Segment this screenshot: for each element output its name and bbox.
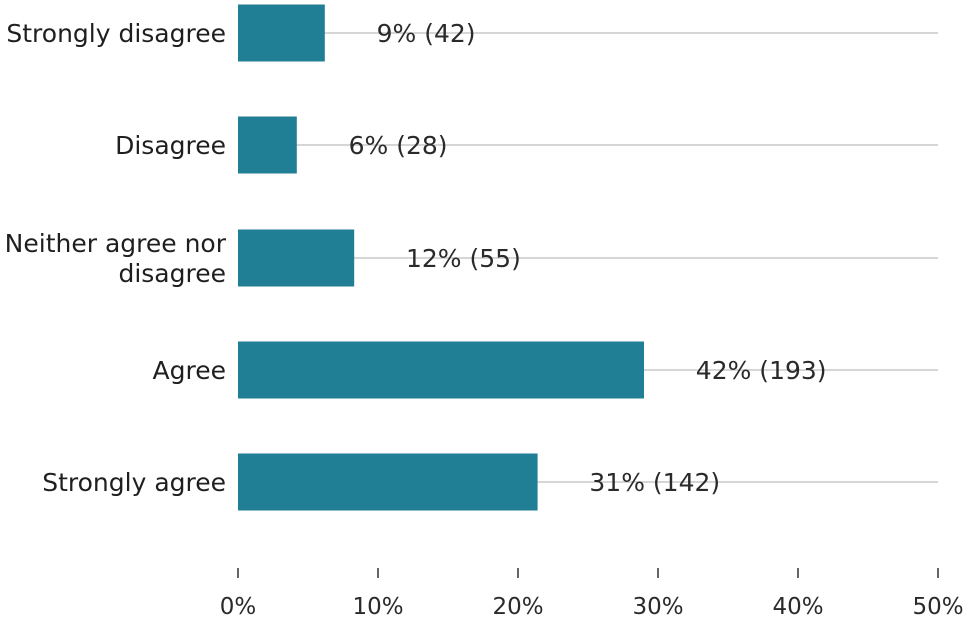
category-label-line: Disagree (115, 131, 226, 160)
data-label: 6% (28) (349, 131, 448, 160)
bar (238, 116, 297, 174)
category-label-line: disagree (118, 259, 226, 288)
category-label: Strongly disagree (6, 19, 226, 48)
bars (238, 4, 644, 511)
category-label-line: Agree (153, 356, 226, 385)
category-label: Strongly agree (42, 468, 226, 497)
data-labels: 9% (42) 6% (28) 12% (55) 42% (193) 31% (142) (349, 19, 827, 497)
category-label-line: Strongly disagree (6, 19, 226, 48)
x-axis: 0% 10% 20% 30% 40% 50% (220, 568, 964, 620)
category-label: Neither agree nor disagree (5, 229, 227, 288)
category-label: Agree (153, 356, 226, 385)
x-tick-label: 10% (352, 594, 403, 617)
x-tick-label: 0% (220, 594, 257, 617)
data-label: 9% (42) (377, 19, 476, 48)
x-tick-label: 40% (772, 594, 823, 617)
bar (238, 341, 644, 399)
data-label: 42% (193) (696, 356, 827, 385)
x-tick-label: 30% (632, 594, 683, 617)
category-label: Disagree (115, 131, 226, 160)
category-labels: Strongly disagree Disagree Neither agree n… (5, 19, 227, 497)
category-label-line: Neither agree nor (5, 229, 227, 258)
data-label: 31% (142) (589, 468, 720, 497)
x-tick-label: 50% (912, 594, 963, 617)
data-label: 12% (55) (406, 244, 521, 273)
bar (238, 453, 538, 511)
x-tick-label: 20% (492, 594, 543, 617)
bar (238, 229, 355, 287)
category-label-line: Strongly agree (42, 468, 226, 497)
bar (238, 4, 325, 62)
